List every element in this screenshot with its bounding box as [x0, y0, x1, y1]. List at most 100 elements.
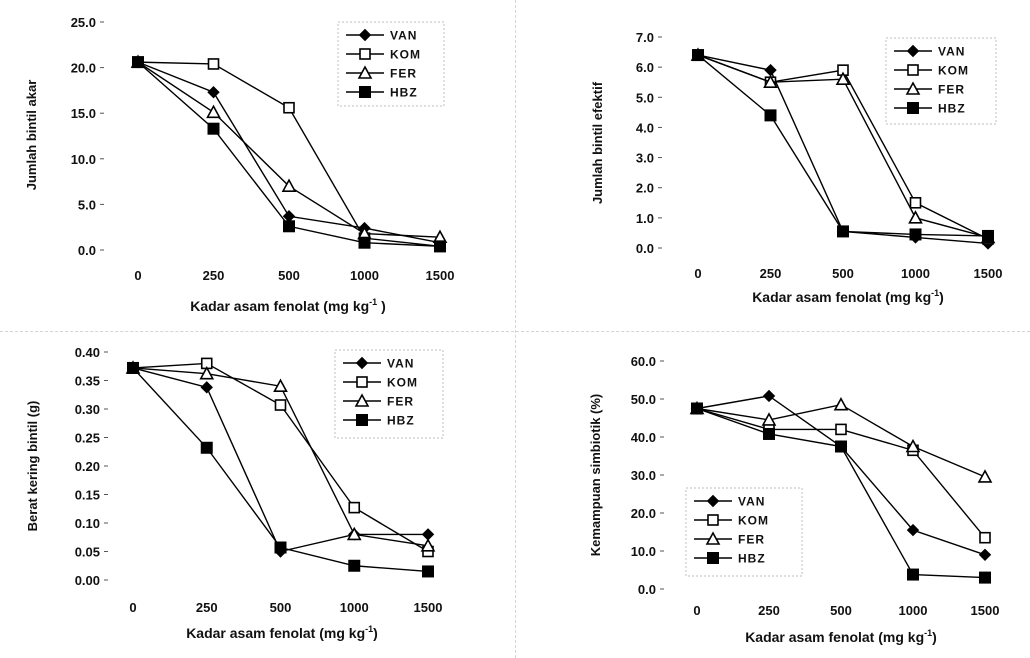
legend-label-berat-hbz: HBZ: [387, 414, 415, 428]
y-tick-label-efektif-7-0: 7.0: [636, 30, 654, 45]
legend-label-efektif-fer: FER: [938, 83, 965, 97]
data-point-akar-fer-500: [281, 178, 297, 192]
x-tick-label-akar-0: 0: [134, 268, 141, 283]
y-tick-label-berat-0-20: 0.20: [75, 459, 100, 474]
series-simbiotik-hbz: [691, 402, 991, 584]
data-point-berat-hbz-1000: [348, 559, 361, 572]
data-point-berat-kom-500: [274, 399, 287, 411]
data-point-simbiotik-van-1500: [978, 548, 992, 562]
data-point-akar-kom-250: [207, 58, 220, 70]
data-point-simbiotik-hbz-1000: [907, 568, 919, 581]
legend-marker-efektif-hbz: [907, 102, 919, 114]
chart-svg-berat-kering-bintil: 0.00 0.05 0.10 0.15 0.20 0.25 0.30 0.35 0.40 0 250…: [25, 345, 444, 641]
y-tick-label-akar-20-0: 20.0: [71, 61, 96, 76]
data-point-efektif-fer-250: [763, 74, 778, 89]
legend-item-akar-kom: KOM: [346, 48, 421, 62]
legend-item-berat-fer: FER: [343, 393, 413, 409]
data-point-akar-hbz-1000: [358, 236, 371, 249]
x-axis-label-akar-text: Kadar asam fenolat (mg kg: [190, 298, 369, 314]
y-axis-label-akar: Jumlah bintil akar: [24, 80, 39, 191]
y-tick-label-berat-0-25: 0.25: [75, 431, 100, 446]
legend-marker-simbiotik-van: [706, 494, 720, 508]
x-axis-label-simbiotik-close: ): [932, 629, 937, 645]
x-tick-label-simbiotik-1500: 1500: [971, 603, 1000, 618]
y-tick-label-berat-0-00: 0.00: [75, 573, 100, 588]
legend-marker-akar-hbz: [359, 86, 371, 98]
legend-item-berat-kom: KOM: [343, 376, 418, 390]
panel-divider-horizontal: [0, 331, 1030, 332]
x-tick-label-akar-250: 250: [203, 268, 225, 283]
x-axis-label-berat: Kadar asam fenolat (mg kg-1): [186, 624, 378, 641]
y-tick-label-efektif-5-0: 5.0: [636, 90, 654, 105]
data-point-simbiotik-hbz-250: [763, 427, 775, 440]
y-tick-label-simbiotik-10-0: 10.0: [631, 544, 656, 559]
y-tick-label-berat-0-40: 0.40: [75, 345, 100, 360]
x-axis-label-efektif-text: Kadar asam fenolat (mg kg: [752, 289, 931, 305]
legend-berat: VAN KOM FER HBZ: [334, 349, 444, 439]
y-tick-label-efektif-0-0: 0.0: [636, 241, 654, 256]
data-point-efektif-hbz-250: [764, 109, 777, 122]
x-tick-label-berat-250: 250: [196, 600, 218, 615]
series-berat-hbz: [127, 361, 434, 578]
x-axis-label-efektif-close: ): [939, 289, 944, 305]
series-efektif-hbz: [692, 49, 994, 242]
legend-marker-berat-hbz: [356, 414, 368, 426]
data-point-efektif-hbz-0: [692, 49, 704, 62]
y-tick-label-efektif-4-0: 4.0: [636, 120, 654, 135]
legend-item-efektif-kom: KOM: [894, 64, 969, 78]
x-tick-label-simbiotik-0: 0: [693, 603, 700, 618]
legend-marker-efektif-kom: [907, 64, 919, 76]
x-axis-label-efektif-unit-exponent: -1: [931, 288, 939, 298]
x-tick-label-berat-0: 0: [129, 600, 136, 615]
legend-box-simbiotik: [685, 487, 803, 577]
x-axis-label-simbiotik-text: Kadar asam fenolat (mg kg: [745, 629, 924, 645]
legend-marker-berat-fer: [354, 393, 370, 407]
data-point-berat-van-250: [200, 381, 213, 394]
y-axis-label-simbiotik: Kemampuan simbiotik (%): [588, 394, 603, 557]
legend-efektif: VAN KOM FER HBZ: [885, 37, 997, 125]
data-point-berat-fer-1000: [346, 526, 362, 541]
chart-panel-jumlah-bintil-akar: 0.0 5.0 10.0 15.0 20.0 25.0 0 250 500 1000 1500 Kad…: [0, 0, 515, 330]
series-akar-hbz: [132, 56, 446, 253]
legend-item-simbiotik-hbz: HBZ: [694, 552, 765, 566]
chart-panel-kemampuan-simbiotik: 0.0 10.0 20.0 30.0 40.0 50.0 60.0 0 250 500 1000 15…: [516, 332, 1030, 658]
x-tick-label-efektif-500: 500: [832, 266, 854, 281]
data-point-akar-fer-250: [206, 104, 221, 119]
y-tick-label-akar-10-0: 10.0: [71, 152, 96, 167]
data-point-simbiotik-kom-1500: [979, 531, 991, 544]
y-tick-label-efektif-2-0: 2.0: [636, 181, 654, 196]
x-axis-label-akar-unit-exponent: -1: [369, 297, 377, 307]
x-tick-label-efektif-1000: 1000: [901, 266, 930, 281]
y-tick-label-akar-0-0: 0.0: [78, 243, 96, 258]
data-point-akar-kom-500: [283, 101, 295, 114]
data-point-berat-hbz-1500: [422, 565, 434, 578]
legend-label-berat-kom: KOM: [387, 376, 418, 390]
x-tick-label-berat-500: 500: [270, 600, 292, 615]
y-tick-label-simbiotik-20-0: 20.0: [631, 506, 656, 521]
legend-item-simbiotik-kom: KOM: [694, 514, 768, 528]
x-axis-label-simbiotik: Kadar asam fenolat (mg kg-1): [745, 628, 937, 645]
legend-label-efektif-kom: KOM: [938, 64, 969, 78]
x-axis-label-akar-close: ): [377, 298, 386, 314]
data-point-simbiotik-fer-250: [761, 412, 777, 426]
legend-label-berat-van: VAN: [387, 357, 414, 371]
data-point-berat-fer-250: [199, 365, 215, 380]
chart-panel-berat-kering-bintil: 0.00 0.05 0.10 0.15 0.20 0.25 0.30 0.35 0.40 0 250…: [0, 332, 515, 658]
data-point-akar-hbz-500: [283, 220, 295, 233]
legend-marker-akar-van: [358, 28, 372, 42]
legend-marker-akar-fer: [357, 65, 373, 79]
x-tick-label-simbiotik-500: 500: [830, 603, 852, 618]
x-tick-label-akar-500: 500: [278, 268, 300, 283]
data-point-efektif-hbz-1000: [909, 228, 922, 241]
data-point-akar-van-250: [207, 86, 220, 99]
legend-marker-efektif-van: [906, 44, 920, 58]
y-axis-label-efektif: Jumlah bintil efektif: [590, 81, 605, 204]
data-point-akar-hbz-0: [132, 56, 144, 69]
x-axis-label-berat-text: Kadar asam fenolat (mg kg: [186, 625, 365, 641]
y-tick-label-akar-25-0: 25.0: [71, 15, 96, 30]
legend-label-akar-kom: KOM: [390, 48, 421, 62]
x-tick-label-efektif-1500: 1500: [974, 266, 1003, 281]
data-point-simbiotik-fer-1000: [905, 438, 921, 453]
legend-label-efektif-van: VAN: [938, 45, 965, 59]
chart-svg-kemampuan-simbiotik: 0.0 10.0 20.0 30.0 40.0 50.0 60.0 0 250 500 1000 15…: [588, 354, 1000, 645]
